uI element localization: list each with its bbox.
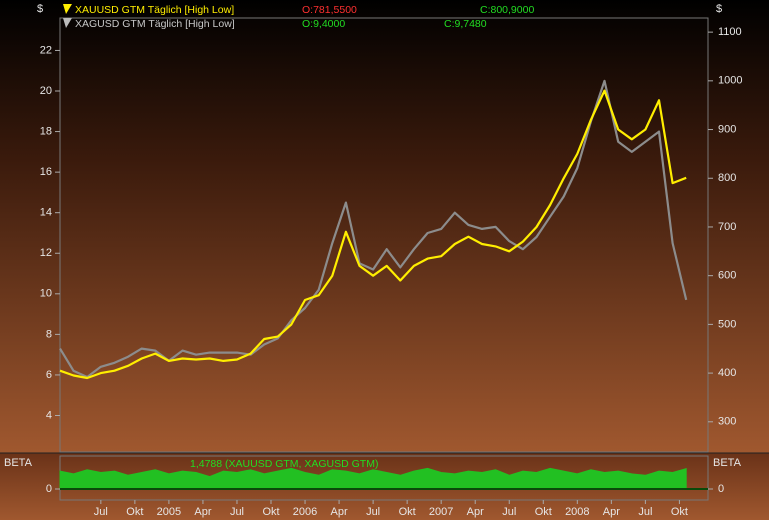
y2-tick-label: 500: [718, 318, 736, 330]
y-tick-label: 18: [40, 125, 52, 137]
y-tick-label: 14: [40, 207, 52, 219]
x-tick-label: Okt: [126, 506, 143, 518]
x-tick-label: Jul: [366, 506, 380, 518]
y2-tick-label: 300: [718, 416, 736, 428]
y-tick-label: 20: [40, 85, 52, 97]
beta-label-left: BETA: [4, 457, 33, 469]
y-tick-label: 16: [40, 166, 52, 178]
y-tick-label: 10: [40, 288, 52, 300]
y-tick-label: 4: [46, 409, 52, 421]
y2-tick-label: 700: [718, 221, 736, 233]
legend-icon: [63, 4, 72, 14]
x-tick-label: 2005: [157, 506, 181, 518]
y-tick-label: 6: [46, 369, 52, 381]
beta-label-right: BETA: [713, 457, 742, 469]
y2-tick-label: 0: [718, 483, 724, 495]
x-tick-label: Jul: [638, 506, 652, 518]
y2-tick-label: 600: [718, 270, 736, 282]
x-tick-label: Jul: [502, 506, 516, 518]
legend-close: C:9,7480: [444, 18, 487, 30]
x-tick-label: Okt: [671, 506, 688, 518]
legend-close: C:800,9000: [480, 4, 534, 16]
y-axis-label: $: [37, 3, 43, 15]
y-tick-label: 0: [46, 483, 52, 495]
legend-open: O:781,5500: [302, 4, 357, 16]
y2-axis-label: $: [716, 3, 722, 15]
beta-annotation: 1,4788 (XAUUSD GTM, XAGUSD GTM): [190, 458, 378, 470]
x-tick-label: Apr: [194, 506, 211, 518]
series-line: [59, 89, 687, 380]
x-tick-label: Apr: [331, 506, 348, 518]
legend-entry: XAUUSD GTM Täglich [High Low]: [75, 4, 234, 16]
y2-tick-label: 800: [718, 172, 736, 184]
x-tick-label: Apr: [603, 506, 620, 518]
x-tick-label: 2008: [565, 506, 589, 518]
y2-tick-label: 400: [718, 367, 736, 379]
x-tick-label: 2006: [293, 506, 317, 518]
legend-icon: [63, 18, 72, 28]
x-tick-label: 2007: [429, 506, 453, 518]
x-tick-label: Jul: [94, 506, 108, 518]
y2-tick-label: 900: [718, 123, 736, 135]
x-tick-label: Okt: [535, 506, 552, 518]
x-tick-label: Jul: [230, 506, 244, 518]
legend-open: O:9,4000: [302, 18, 345, 30]
main-background: [0, 0, 769, 453]
y2-tick-label: 1100: [718, 26, 742, 38]
x-tick-label: Apr: [467, 506, 484, 518]
y2-tick-label: 1000: [718, 75, 742, 87]
plot-frame: [59, 17, 709, 453]
y-tick-label: 22: [40, 44, 52, 56]
beta-area: [59, 467, 687, 490]
legend-entry: XAGUSD GTM Täglich [High Low]: [75, 18, 235, 30]
y-tick-label: 12: [40, 247, 52, 259]
y-tick-label: 8: [46, 328, 52, 340]
x-tick-label: Okt: [262, 506, 279, 518]
x-tick-label: Okt: [399, 506, 416, 518]
